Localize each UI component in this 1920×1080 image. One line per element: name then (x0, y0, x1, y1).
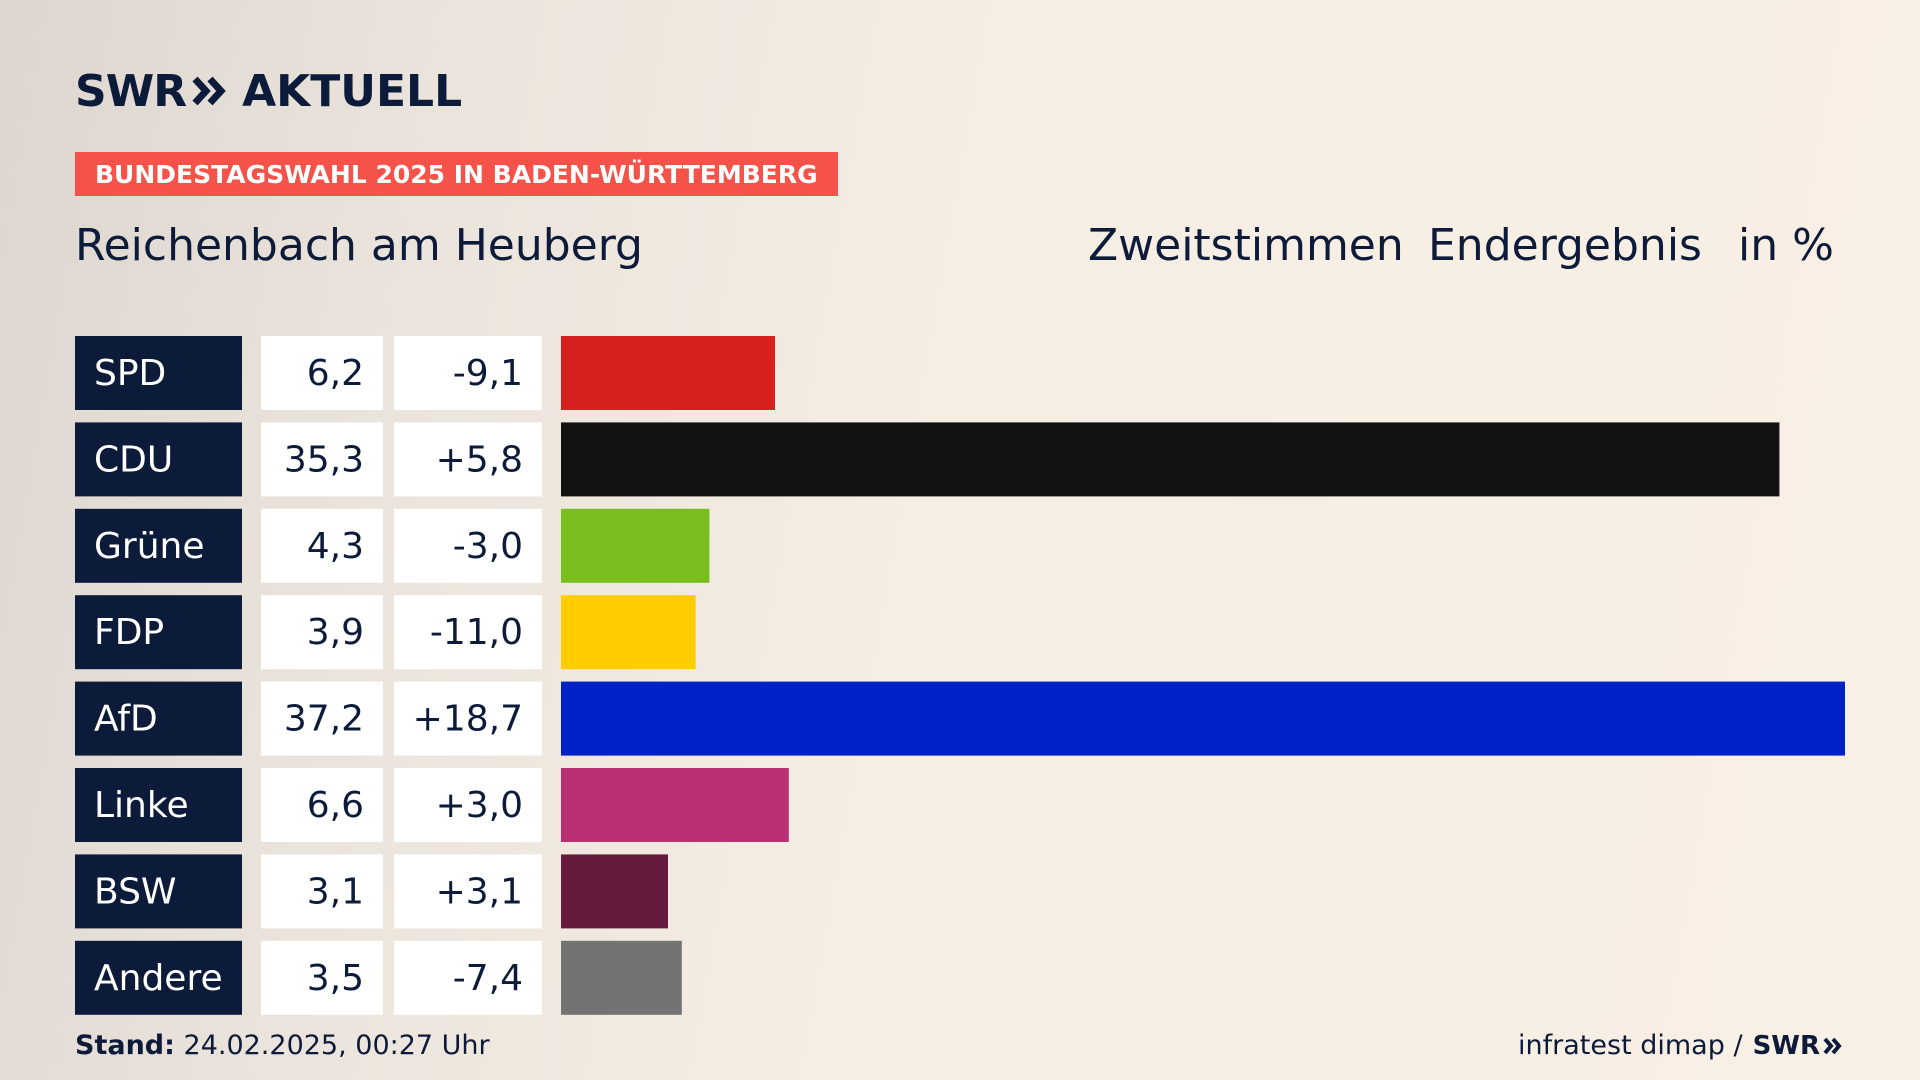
value-box (261, 422, 383, 497)
status-header: Endergebnis (1428, 220, 1702, 271)
value-box (261, 768, 383, 842)
party-label-box (75, 508, 242, 583)
change-label: +3,0 (436, 785, 523, 826)
vote-share-label: 35,3 (284, 439, 364, 480)
party-name: Linke (94, 785, 189, 826)
vote-share-label: 3,5 (307, 958, 364, 999)
party-label-box (75, 681, 242, 756)
result-bar (561, 940, 682, 1015)
change-label: +3,1 (436, 871, 523, 912)
vote-share-label: 37,2 (284, 699, 364, 740)
swr-aktuell-logo: SWR AKTUELL (75, 65, 463, 117)
change-box (394, 508, 542, 583)
change-label: +5,8 (436, 439, 523, 480)
vote-share-label: 6,2 (307, 353, 364, 394)
result-bar (561, 595, 696, 670)
place-title: Reichenbach am Heuberg (75, 220, 643, 271)
result-bar (561, 681, 1845, 756)
vote-share-label: 4,3 (307, 526, 364, 567)
vote-share-label: 3,9 (307, 612, 364, 653)
party-label-box (75, 336, 242, 410)
result-bar (561, 422, 1780, 497)
change-label: -11,0 (430, 612, 523, 653)
stand-label: Stand: (75, 1030, 175, 1061)
party-name: FDP (94, 612, 164, 653)
source-text: infratest dimap / (1518, 1030, 1743, 1061)
party-name: Grüne (94, 526, 204, 567)
change-label: -7,4 (453, 958, 523, 999)
change-label: +18,7 (413, 699, 523, 740)
change-box (394, 768, 542, 842)
result-bar (561, 854, 668, 929)
party-label-box (75, 940, 242, 1015)
change-box (394, 422, 542, 497)
party-label-box (75, 422, 242, 497)
source-credit: infratest dimap / SWR (1518, 1030, 1844, 1061)
source-brand: SWR (1752, 1030, 1820, 1061)
value-box (261, 336, 383, 410)
double-chevron-icon (192, 76, 226, 106)
vote-share-label: 3,1 (307, 871, 364, 912)
election-banner: BUNDESTAGSWAHL 2025 IN BADEN-WÜRTTEMBERG (75, 152, 838, 196)
votes-header: Zweitstimmen (1088, 220, 1404, 271)
change-box (394, 336, 542, 410)
logo-swr-text: SWR (75, 65, 187, 117)
value-box (261, 681, 383, 756)
vote-share-label: 6,6 (307, 785, 364, 826)
unit-header: in % (1738, 220, 1834, 271)
result-bar (561, 508, 710, 583)
party-name: Andere (94, 958, 223, 999)
change-box (394, 681, 542, 756)
party-label-box (75, 595, 242, 670)
stand-value: 24.02.2025, 00:27 Uhr (183, 1030, 490, 1061)
value-box (261, 940, 383, 1015)
change-box (394, 854, 542, 929)
party-name: AfD (94, 699, 158, 740)
result-bar (561, 768, 789, 842)
value-box (261, 854, 383, 929)
small-double-chevron-icon (1823, 1037, 1842, 1054)
change-label: -9,1 (453, 353, 523, 394)
party-label-box (75, 854, 242, 929)
logo-aktuell-text: AKTUELL (242, 65, 463, 117)
party-name: SPD (94, 353, 166, 394)
party-label-box (75, 768, 242, 842)
change-box (394, 940, 542, 1015)
value-box (261, 508, 383, 583)
party-name: BSW (94, 871, 177, 912)
party-name: CDU (94, 439, 173, 480)
result-bar (561, 336, 775, 410)
change-label: -3,0 (453, 526, 523, 567)
change-box (394, 595, 542, 670)
timestamp: Stand: 24.02.2025, 00:27 Uhr (75, 1030, 490, 1061)
value-box (261, 595, 383, 670)
results-chart: SPD 6,2 -9,1 CDU 35,3 +5,8 Grüne 4,3 -3,0 FDP 3,9 -… (75, 336, 1845, 1015)
